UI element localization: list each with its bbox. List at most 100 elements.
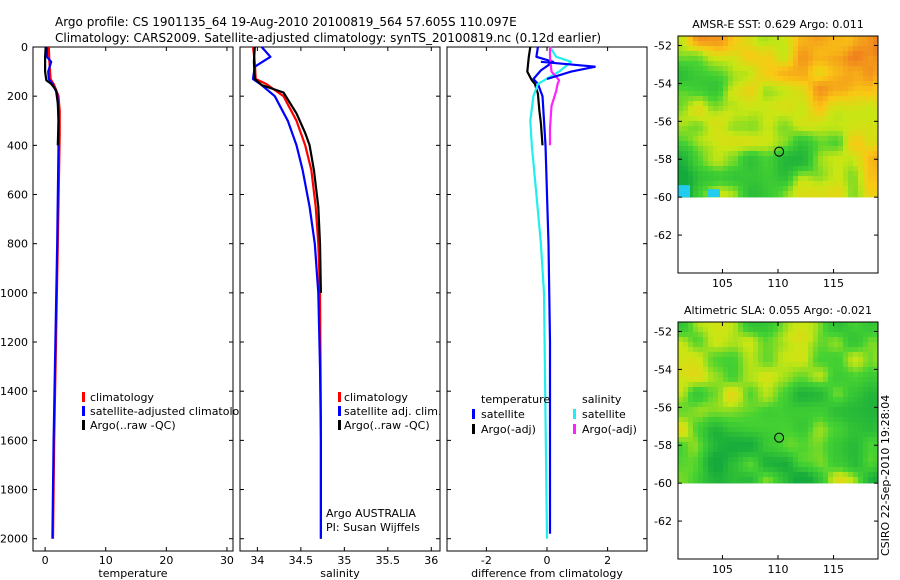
map-cell — [833, 106, 839, 112]
map-cell — [688, 417, 694, 423]
map-cell — [683, 477, 689, 483]
map-cell — [753, 36, 759, 42]
map-cell — [818, 347, 824, 353]
map-cell — [848, 442, 854, 448]
map-cell — [798, 196, 804, 198]
y-tick-label: 1600 — [0, 434, 28, 447]
map-cell — [763, 397, 769, 403]
map-cell — [758, 422, 764, 428]
map-cell — [693, 156, 699, 162]
map-cell — [848, 402, 854, 408]
map-cell — [703, 402, 709, 408]
map-cell — [688, 442, 694, 448]
map-cell — [738, 432, 744, 438]
map-cell — [843, 181, 849, 187]
map-cell — [743, 417, 749, 423]
map-cell — [873, 56, 879, 62]
map-cell — [848, 427, 854, 433]
map-cell — [813, 36, 819, 42]
map-cell — [728, 41, 734, 47]
map-cell — [848, 61, 854, 67]
map-cell — [778, 86, 784, 92]
map-cell — [873, 51, 879, 57]
map-cell — [803, 161, 809, 167]
map-cell — [773, 357, 779, 363]
map-cell — [733, 176, 739, 182]
map-cell — [708, 41, 714, 47]
map-cell — [773, 467, 779, 473]
map-cell — [863, 61, 869, 67]
map-cell — [763, 121, 769, 127]
map-cell — [858, 322, 864, 328]
map-cell — [808, 352, 814, 358]
map-cell — [723, 327, 729, 333]
map-cell — [813, 46, 819, 52]
map-cell — [758, 131, 764, 137]
map-cell — [873, 437, 879, 443]
map-cell — [753, 121, 759, 127]
map-cell — [748, 171, 754, 177]
map-cell — [823, 482, 829, 484]
map-cell — [698, 121, 704, 127]
map-cell — [798, 186, 804, 192]
map-cell — [848, 417, 854, 423]
map-cell — [868, 196, 874, 198]
map-cell — [728, 196, 734, 198]
map-cell — [873, 176, 879, 182]
map-cell — [863, 422, 869, 428]
map-cell — [698, 81, 704, 87]
map-cell — [798, 447, 804, 453]
map-cell — [763, 76, 769, 82]
map-cell — [698, 46, 704, 52]
map-cell — [863, 156, 869, 162]
map-cell — [783, 121, 789, 127]
map-cell — [708, 382, 714, 388]
map-cell — [813, 442, 819, 448]
argo-location-marker — [774, 432, 785, 443]
map-cell — [818, 86, 824, 92]
map-cell — [848, 91, 854, 97]
map-cell — [768, 71, 774, 77]
map-cell — [823, 442, 829, 448]
map-cell — [818, 412, 824, 418]
map-cell — [683, 91, 689, 97]
map-cell — [843, 362, 849, 368]
map-cell — [678, 412, 684, 418]
map-cell — [873, 181, 879, 187]
map-cell — [728, 322, 734, 328]
map-cell — [743, 422, 749, 428]
map-cell — [788, 46, 794, 52]
map-cell — [713, 427, 719, 433]
map-cell — [838, 36, 844, 42]
map-cell — [758, 141, 764, 147]
map-cell — [808, 437, 814, 443]
map-cell — [698, 131, 704, 137]
map-cell — [828, 407, 834, 413]
map-cell — [698, 367, 704, 373]
map-cell — [693, 407, 699, 413]
map-cell — [778, 126, 784, 132]
map-cell — [713, 367, 719, 373]
map-cell — [723, 51, 729, 57]
map-cell — [683, 61, 689, 67]
map-cell — [853, 467, 859, 473]
map-cell — [833, 146, 839, 152]
map-cell — [848, 131, 854, 137]
map-cell — [848, 482, 854, 484]
map-cell — [813, 136, 819, 142]
map-cell — [728, 397, 734, 403]
map-cell — [828, 61, 834, 67]
map-cell — [873, 121, 879, 127]
map-cell — [708, 186, 714, 192]
series-line-black — [43, 46, 60, 146]
map-cell — [798, 146, 804, 152]
map-cell — [698, 186, 704, 192]
map-cell — [868, 397, 874, 403]
map-cell — [758, 382, 764, 388]
map-cell — [843, 146, 849, 152]
map-cell — [723, 86, 729, 92]
map-cell — [763, 116, 769, 122]
map-cell — [693, 126, 699, 132]
map-cell — [838, 367, 844, 373]
map-cell — [868, 191, 874, 197]
